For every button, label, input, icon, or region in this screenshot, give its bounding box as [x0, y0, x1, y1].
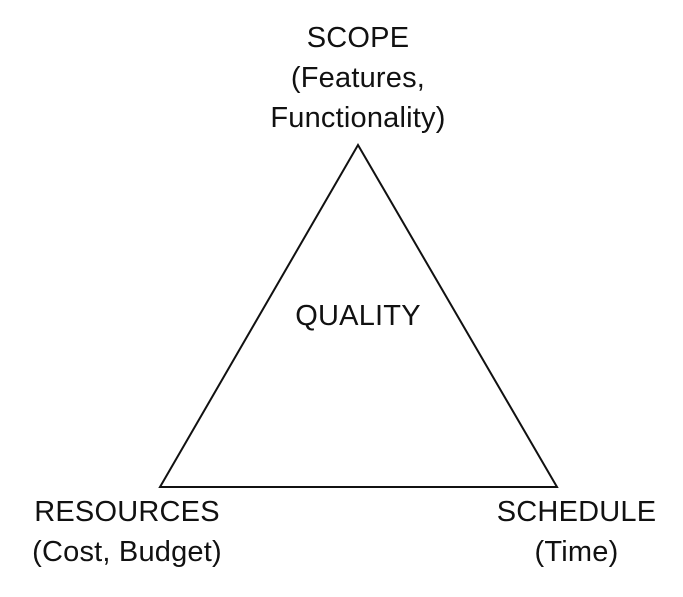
schedule-subtitle: (Time): [534, 536, 619, 568]
quality-label: QUALITY: [258, 296, 458, 336]
scope-features: (Features,: [290, 62, 426, 94]
scope-functionality: Functionality): [270, 102, 446, 134]
resources-subtitle: (Cost, Budget): [32, 536, 222, 568]
schedule-title: SCHEDULE: [496, 496, 657, 528]
scope-label: SCOPE (Features, Functionality): [208, 18, 508, 138]
triangle-shape: [158, 143, 559, 488]
schedule-label: SCHEDULE (Time): [470, 492, 683, 572]
resources-label: RESOURCES (Cost, Budget): [0, 492, 254, 572]
resources-title: RESOURCES: [34, 496, 220, 528]
scope-title: SCOPE: [306, 22, 410, 54]
quality-title: QUALITY: [295, 300, 421, 332]
